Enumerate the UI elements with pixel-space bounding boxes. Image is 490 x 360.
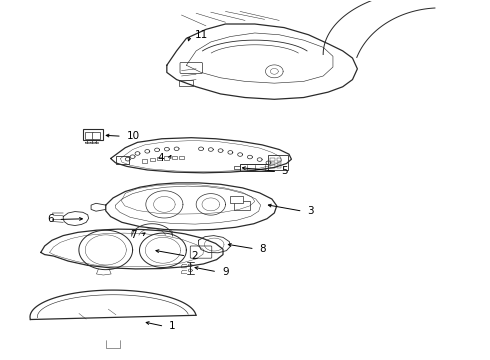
FancyBboxPatch shape bbox=[164, 156, 169, 159]
Text: 1: 1 bbox=[169, 321, 176, 331]
FancyBboxPatch shape bbox=[190, 246, 212, 258]
FancyBboxPatch shape bbox=[172, 156, 176, 159]
FancyBboxPatch shape bbox=[270, 165, 274, 168]
FancyBboxPatch shape bbox=[234, 201, 250, 210]
Text: 6: 6 bbox=[47, 215, 53, 224]
Text: 5: 5 bbox=[282, 166, 288, 176]
Text: 10: 10 bbox=[127, 131, 140, 141]
FancyBboxPatch shape bbox=[240, 164, 274, 171]
FancyBboxPatch shape bbox=[85, 132, 93, 139]
FancyBboxPatch shape bbox=[178, 80, 193, 86]
Text: 9: 9 bbox=[222, 267, 229, 277]
Text: 4: 4 bbox=[158, 153, 164, 163]
FancyBboxPatch shape bbox=[116, 156, 129, 164]
Text: 2: 2 bbox=[191, 251, 198, 261]
FancyBboxPatch shape bbox=[180, 62, 202, 73]
FancyBboxPatch shape bbox=[143, 159, 147, 163]
FancyBboxPatch shape bbox=[230, 197, 243, 203]
Text: 3: 3 bbox=[308, 206, 314, 216]
Text: 11: 11 bbox=[195, 30, 208, 40]
FancyBboxPatch shape bbox=[270, 162, 274, 165]
FancyBboxPatch shape bbox=[92, 132, 100, 139]
FancyBboxPatch shape bbox=[83, 129, 103, 140]
FancyBboxPatch shape bbox=[157, 157, 162, 160]
FancyBboxPatch shape bbox=[150, 158, 155, 161]
FancyBboxPatch shape bbox=[277, 165, 281, 168]
FancyBboxPatch shape bbox=[268, 155, 289, 170]
FancyBboxPatch shape bbox=[270, 158, 274, 161]
FancyBboxPatch shape bbox=[277, 158, 281, 161]
Text: 8: 8 bbox=[260, 244, 266, 254]
Text: 7: 7 bbox=[130, 230, 137, 240]
FancyBboxPatch shape bbox=[277, 162, 281, 165]
FancyBboxPatch shape bbox=[179, 156, 184, 159]
